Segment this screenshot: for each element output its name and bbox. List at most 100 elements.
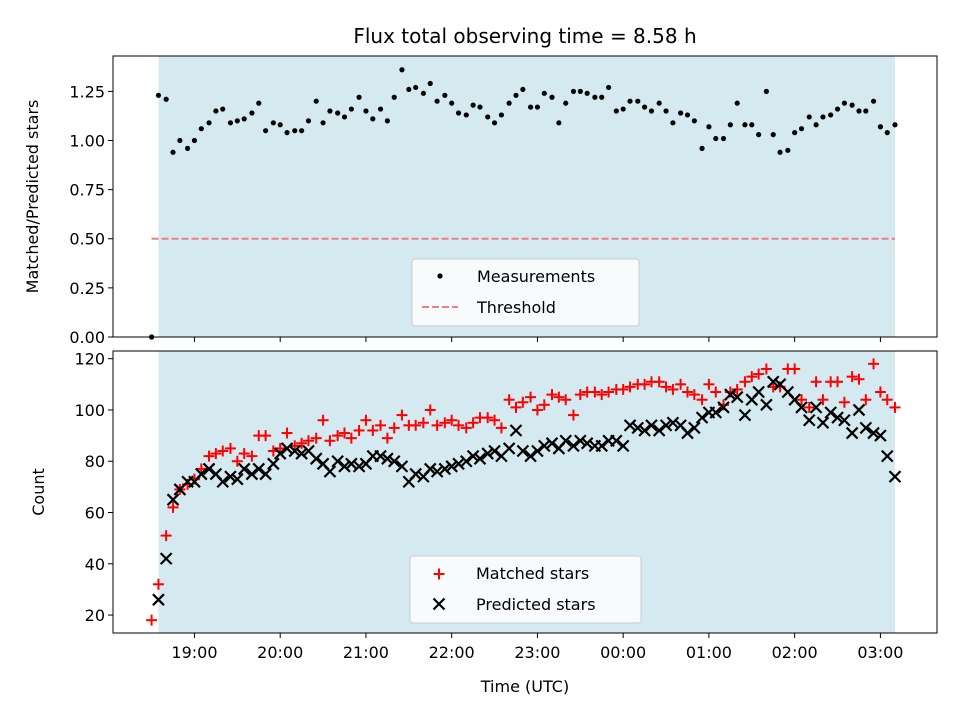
measurement-point <box>320 120 326 126</box>
cross-stroke-b <box>695 411 709 424</box>
matched-star-point <box>553 391 565 403</box>
predicted-star-point <box>466 449 480 463</box>
measurement-point <box>734 100 740 106</box>
measurement-point <box>455 110 462 116</box>
predicted-star-point <box>559 434 573 448</box>
matched-star-point <box>489 414 501 426</box>
cross-stroke-b <box>316 457 330 471</box>
bottom-legend-box <box>409 555 642 624</box>
measurement-point <box>163 96 169 102</box>
matched-star-point <box>746 371 758 383</box>
predicted-star-point <box>237 462 251 476</box>
predicted-star-point <box>595 439 609 453</box>
cross-stroke-b <box>610 434 623 448</box>
predicted-star-point <box>695 411 709 424</box>
measurement-point <box>884 130 890 136</box>
predicted-star-point <box>681 426 694 440</box>
matched-star-point <box>302 435 314 447</box>
predicted-star-point <box>567 439 580 453</box>
predicted-star-point <box>195 467 208 481</box>
predicted-star-point <box>224 470 237 483</box>
predicted-star-point <box>280 442 294 455</box>
matched-star-point <box>238 448 250 460</box>
cross-stroke-b <box>202 462 216 476</box>
measurement-point <box>270 120 276 126</box>
matched-star-point <box>431 419 443 431</box>
cross-stroke-b <box>531 444 544 458</box>
top-legend: Measurements Threshold <box>411 258 640 327</box>
measurement-point <box>234 118 240 124</box>
matched-star-point <box>639 378 651 390</box>
predicted-star-point <box>738 408 752 422</box>
measurement-point <box>577 88 583 94</box>
measurement-point <box>155 92 162 98</box>
matched-star-point <box>296 437 308 449</box>
predicted-star-point <box>338 460 351 473</box>
cross-stroke-b <box>267 457 280 471</box>
predicted-star-point <box>345 457 358 471</box>
matched-star-point <box>324 435 336 447</box>
predicted-star-point <box>717 401 730 414</box>
measurement-point <box>549 94 555 100</box>
predicted-star-point <box>524 449 537 463</box>
measurement-point <box>756 132 762 138</box>
predicted-star-point <box>838 413 851 427</box>
measurement-point <box>599 94 605 100</box>
predicted-star-point <box>688 421 701 435</box>
top-y-tick-label: 0.50 <box>69 230 105 249</box>
predicted-star-point <box>295 447 308 460</box>
matched-star-point <box>345 432 357 444</box>
predicted-star-point <box>623 419 637 432</box>
matched-star-point <box>167 501 179 513</box>
matched-star-point <box>688 389 700 401</box>
measurement-point <box>299 128 305 134</box>
predicted-star-point <box>652 424 666 437</box>
bottom-legend: Matched stars Predicted stars <box>409 555 642 624</box>
cross-stroke-b <box>166 493 180 506</box>
cross-stroke-b <box>659 419 673 432</box>
predicted-star-point <box>430 465 444 478</box>
cross-stroke-b <box>874 429 887 442</box>
matched-star-point <box>731 383 743 395</box>
measurement-point <box>477 104 483 110</box>
measurement-point <box>877 124 884 130</box>
measurement-point <box>198 126 204 132</box>
matched-star-point <box>503 394 515 406</box>
matched-star-point <box>846 371 858 383</box>
predicted-star-point <box>452 457 465 471</box>
cross-stroke-b <box>237 462 251 476</box>
bottom-panel: 20 40 60 80 100 120 19:00 20:00 21:00 22:00 23:00… <box>29 350 938 696</box>
bottom-x-tick-label: 23:00 <box>514 643 560 662</box>
matched-star-point <box>538 399 550 411</box>
predicted-star-point <box>323 465 337 478</box>
cross-stroke-b <box>295 447 308 460</box>
legend-cross-marker <box>432 597 446 611</box>
measurement-point <box>556 120 562 126</box>
cross-stroke-b <box>245 467 259 481</box>
predicted-star-point <box>831 411 844 424</box>
measurement-point <box>806 114 812 120</box>
matched-star-point <box>210 448 222 460</box>
predicted-star-point <box>273 447 287 460</box>
measurement-point <box>170 149 176 155</box>
cross-stroke-b <box>859 421 873 435</box>
matched-star-point <box>388 422 400 434</box>
predicted-star-point <box>459 454 473 468</box>
matched-star-point <box>152 578 164 590</box>
matched-star-point <box>589 386 601 398</box>
top-y-tick-label: 1.00 <box>69 131 105 150</box>
measurement-point <box>820 114 826 120</box>
measurement-point <box>520 86 526 93</box>
matched-star-point <box>681 386 693 398</box>
measurement-point <box>834 106 841 112</box>
measurement-point <box>249 110 255 116</box>
cross-stroke-b <box>724 388 737 401</box>
measurement-point <box>384 118 390 124</box>
top-y-axis-label: Matched/Predicted stars <box>23 100 42 294</box>
cross-stroke-b <box>288 444 302 458</box>
cross-stroke-b <box>231 472 244 486</box>
cross-stroke-b <box>567 439 580 453</box>
matched-star-point <box>332 430 344 442</box>
cross-stroke-b <box>195 467 208 481</box>
measurement-point <box>341 114 348 120</box>
